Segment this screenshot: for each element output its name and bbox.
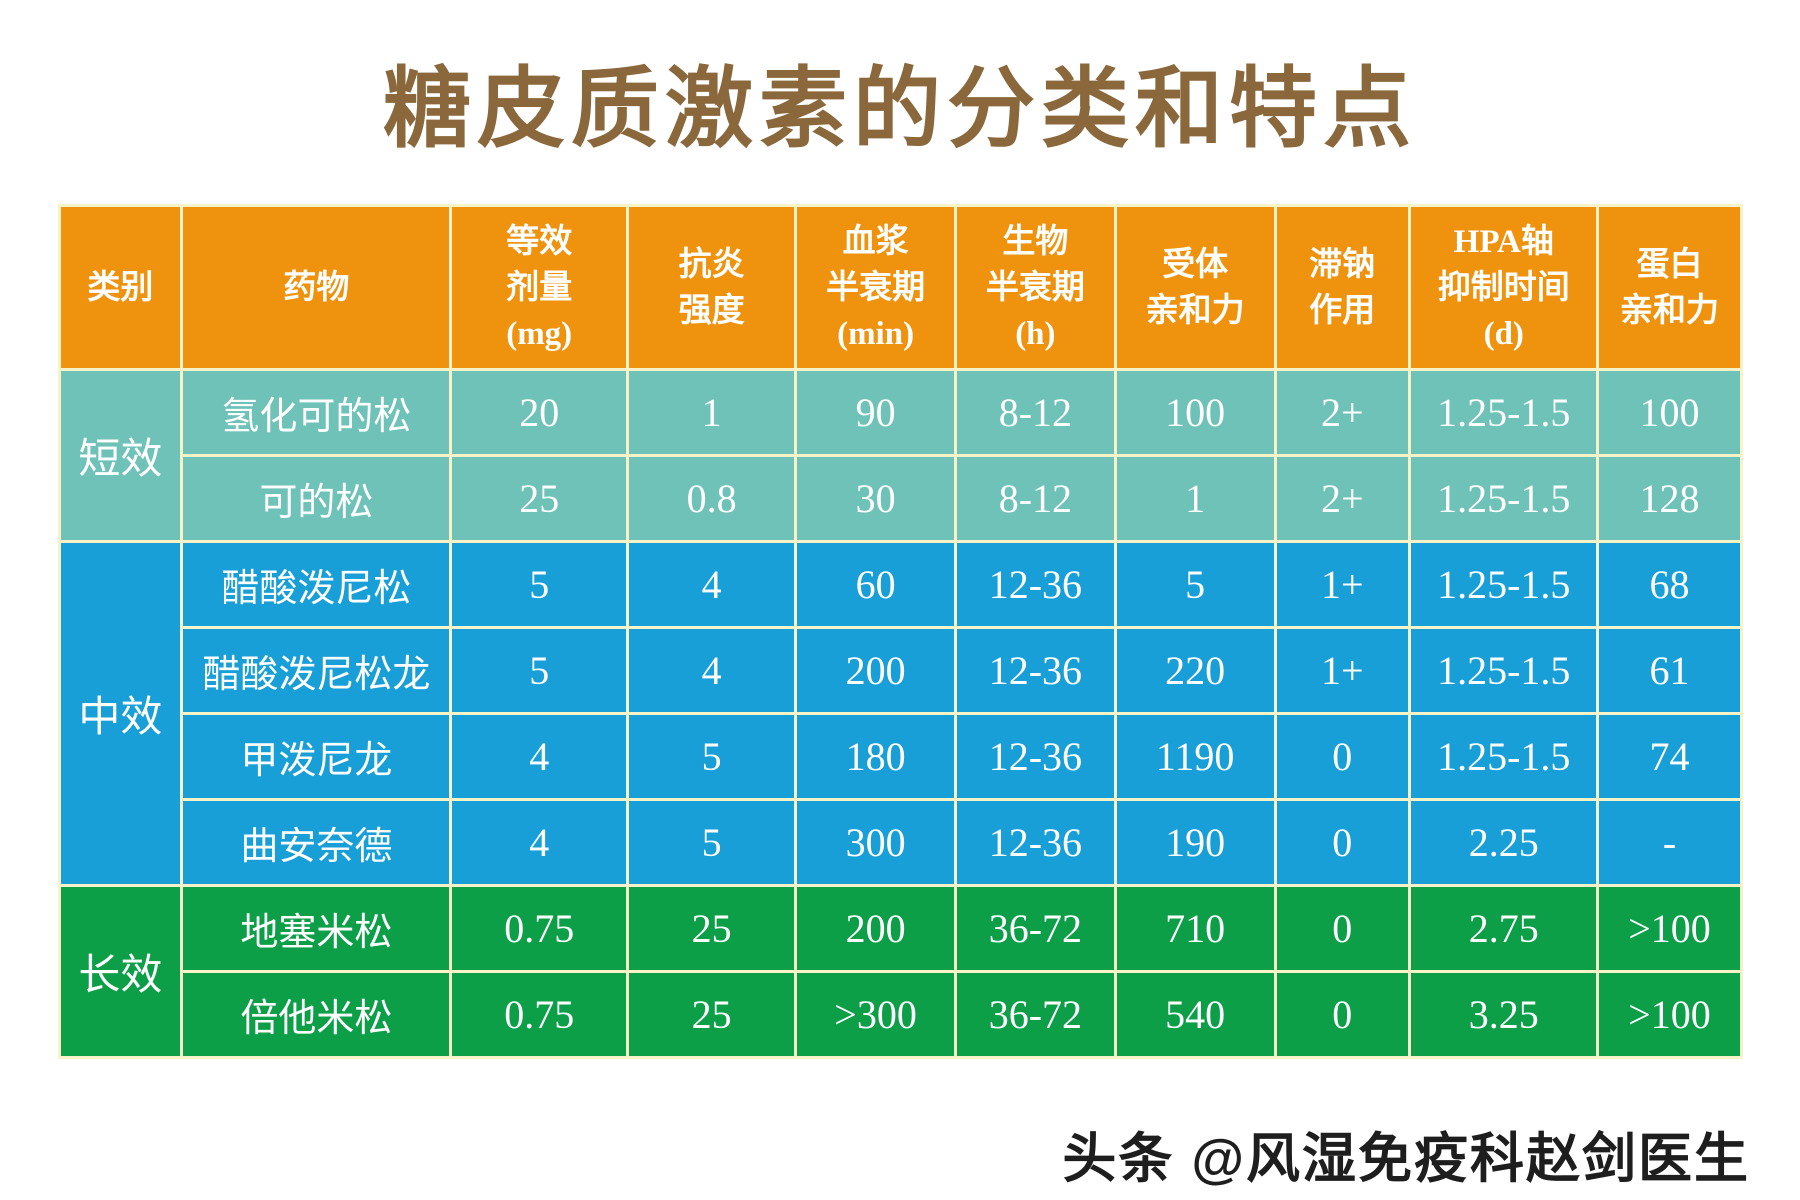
value-cell: 8-12 <box>953 454 1117 544</box>
value-cell: 0 <box>1273 798 1412 888</box>
value-cell: 2.25 <box>1408 798 1600 888</box>
header-cell-biological-half-life: 生物 半衰期 (h) <box>953 204 1117 372</box>
value-cell: 4 <box>625 626 798 716</box>
header-row: 类别 药物 等效 剂量 (mg) 抗炎 强度 血浆 半衰期 (min) 生物 半… <box>57 204 1743 372</box>
value-cell: 36-72 <box>953 884 1117 974</box>
header-cell-sodium-retention: 滞钠 作用 <box>1273 204 1412 372</box>
value-cell: 90 <box>794 368 957 458</box>
value-cell: 20 <box>449 368 629 458</box>
header-cell-protein-affinity: 蛋白 亲和力 <box>1596 204 1743 372</box>
value-cell: 0 <box>1273 884 1412 974</box>
value-cell: 5 <box>625 798 798 888</box>
header-cell-equivalent-dose: 等效 剂量 (mg) <box>449 204 629 372</box>
drug-name-cell: 醋酸泼尼松 <box>180 540 453 630</box>
value-cell: 100 <box>1113 368 1277 458</box>
value-cell: 74 <box>1596 712 1743 802</box>
value-cell: 2+ <box>1273 454 1412 544</box>
drug-name-cell: 醋酸泼尼松龙 <box>180 626 453 716</box>
value-cell: 5 <box>625 712 798 802</box>
header-cell-receptor-affinity: 受体 亲和力 <box>1113 204 1277 372</box>
value-cell: 0 <box>1273 712 1412 802</box>
value-cell: 25 <box>625 970 798 1060</box>
value-cell: 200 <box>794 626 957 716</box>
value-cell: 0.75 <box>449 884 629 974</box>
value-cell: 30 <box>794 454 957 544</box>
value-cell: 2.75 <box>1408 884 1600 974</box>
value-cell: 25 <box>449 454 629 544</box>
group-label-long-acting: 长效 <box>57 884 184 1060</box>
watermark-text: 头条 @风湿免疫科赵剑医生 <box>1062 1129 1750 1189</box>
header-cell-plasma-half-life: 血浆 半衰期 (min) <box>794 204 957 372</box>
value-cell: 1+ <box>1273 626 1412 716</box>
drug-name-cell: 曲安奈德 <box>180 798 453 888</box>
value-cell: 60 <box>794 540 957 630</box>
value-cell: >100 <box>1596 884 1743 974</box>
table-row: 倍他米松 0.75 25 >300 36-72 540 0 3.25 >100 <box>59 970 1743 1060</box>
value-cell: 5 <box>449 540 629 630</box>
value-cell: 180 <box>794 712 957 802</box>
value-cell: 200 <box>794 884 957 974</box>
value-cell: 8-12 <box>953 368 1117 458</box>
value-cell: >100 <box>1596 970 1743 1060</box>
value-cell: 1.25-1.5 <box>1408 454 1600 544</box>
value-cell: 1 <box>625 368 798 458</box>
glucocorticoid-classification-table: 类别 药物 等效 剂量 (mg) 抗炎 强度 血浆 半衰期 (min) 生物 半… <box>57 204 1743 1060</box>
value-cell: 0.75 <box>449 970 629 1060</box>
header-cell-drug: 药物 <box>180 204 453 372</box>
value-cell: 12-36 <box>953 798 1117 888</box>
value-cell: 5 <box>1113 540 1277 630</box>
value-cell: 190 <box>1113 798 1277 888</box>
value-cell: 0 <box>1273 970 1412 1060</box>
table-row: 中效 醋酸泼尼松 5 4 60 12-36 5 1+ 1.25-1.5 68 <box>57 540 1743 888</box>
value-cell: 25 <box>625 884 798 974</box>
value-cell: 68 <box>1596 540 1743 630</box>
value-cell: 1 <box>1113 454 1277 544</box>
value-cell: 1.25-1.5 <box>1408 712 1600 802</box>
value-cell: 12-36 <box>953 626 1117 716</box>
value-cell: 1.25-1.5 <box>1408 368 1600 458</box>
value-cell: 1.25-1.5 <box>1408 626 1600 716</box>
value-cell: 2+ <box>1273 368 1412 458</box>
value-cell: 12-36 <box>953 540 1117 630</box>
table-row: 醋酸泼尼松龙 5 4 200 12-36 220 1+ 1.25-1.5 61 <box>59 626 1743 716</box>
drug-name-cell: 可的松 <box>180 454 453 544</box>
drug-name-cell: 倍他米松 <box>180 970 453 1060</box>
value-cell: >300 <box>794 970 957 1060</box>
table-row: 长效 地塞米松 0.75 25 200 36-72 710 0 2.75 >10… <box>57 884 1743 1060</box>
table-row: 可的松 25 0.8 30 8-12 1 2+ 1.25-1.5 128 <box>59 454 1743 544</box>
value-cell: 61 <box>1596 626 1743 716</box>
drug-name-cell: 氢化可的松 <box>180 368 453 458</box>
value-cell: 300 <box>794 798 957 888</box>
drug-name-cell: 甲泼尼龙 <box>180 712 453 802</box>
header-cell-hpa-suppression-time: HPA轴 抑制时间 (d) <box>1408 204 1600 372</box>
value-cell: 220 <box>1113 626 1277 716</box>
value-cell: 4 <box>625 540 798 630</box>
value-cell: 540 <box>1113 970 1277 1060</box>
value-cell: 5 <box>449 626 629 716</box>
value-cell: 12-36 <box>953 712 1117 802</box>
table-row: 短效 氢化可的松 20 1 90 8-12 100 2+ 1.25-1.5 10… <box>57 368 1743 544</box>
table-row: 曲安奈德 4 5 300 12-36 190 0 2.25 - <box>59 798 1743 888</box>
page-title: 糖皮质激素的分类和特点 <box>382 59 1417 158</box>
value-cell: - <box>1596 798 1743 888</box>
value-cell: 1190 <box>1113 712 1277 802</box>
group-label-intermediate-acting: 中效 <box>57 540 184 888</box>
value-cell: 4 <box>449 798 629 888</box>
header-cell-antiinflammatory-potency: 抗炎 强度 <box>625 204 798 372</box>
value-cell: 36-72 <box>953 970 1117 1060</box>
value-cell: 710 <box>1113 884 1277 974</box>
value-cell: 100 <box>1596 368 1743 458</box>
value-cell: 4 <box>449 712 629 802</box>
value-cell: 3.25 <box>1408 970 1600 1060</box>
value-cell: 1.25-1.5 <box>1408 540 1600 630</box>
group-label-short-acting: 短效 <box>57 368 184 544</box>
value-cell: 1+ <box>1273 540 1412 630</box>
value-cell: 128 <box>1596 454 1743 544</box>
header-cell-category: 类别 <box>57 204 184 372</box>
drug-name-cell: 地塞米松 <box>180 884 453 974</box>
value-cell: 0.8 <box>625 454 798 544</box>
table-row: 甲泼尼龙 4 5 180 12-36 1190 0 1.25-1.5 74 <box>59 712 1743 802</box>
